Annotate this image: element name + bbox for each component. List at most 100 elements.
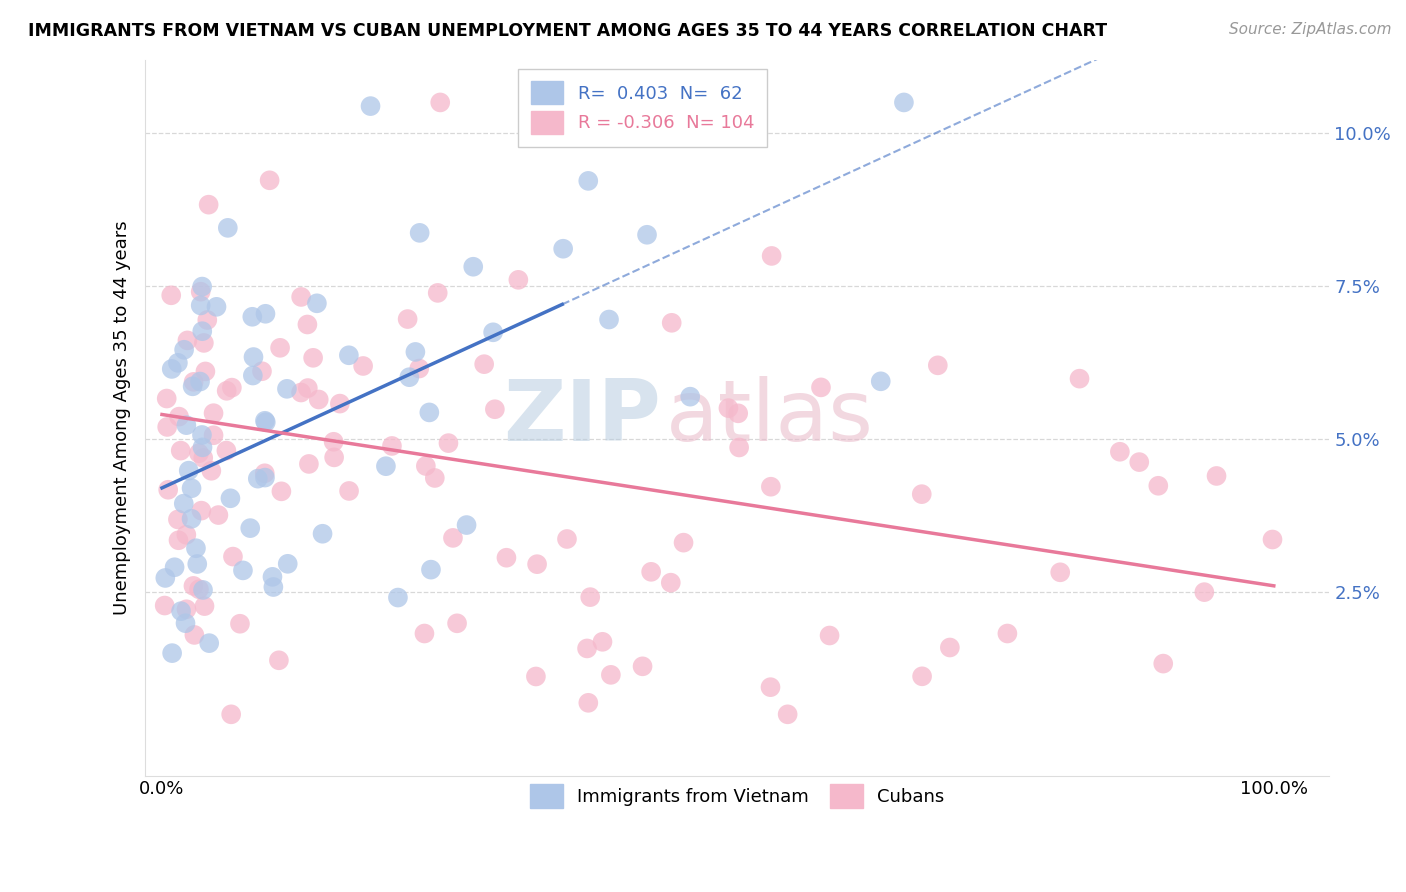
Point xyxy=(579,590,602,604)
Point xyxy=(181,379,204,393)
Point xyxy=(360,99,382,113)
Point xyxy=(727,406,749,420)
Point xyxy=(215,384,238,398)
Point xyxy=(1152,657,1174,671)
Point xyxy=(423,471,446,485)
Point xyxy=(187,446,209,460)
Point xyxy=(160,362,183,376)
Point xyxy=(290,385,312,400)
Point xyxy=(524,669,547,683)
Point xyxy=(337,483,360,498)
Point xyxy=(810,380,832,394)
Point xyxy=(728,441,751,455)
Point xyxy=(939,640,962,655)
Point xyxy=(290,290,312,304)
Point xyxy=(180,512,202,526)
Point xyxy=(195,313,218,327)
Point xyxy=(262,580,284,594)
Point xyxy=(276,382,298,396)
Point xyxy=(413,626,436,640)
Point xyxy=(253,467,276,481)
Point xyxy=(253,470,276,484)
Point xyxy=(155,571,177,585)
Point xyxy=(672,535,695,549)
Point xyxy=(269,341,291,355)
Point xyxy=(495,550,517,565)
Point xyxy=(163,560,186,574)
Point xyxy=(776,707,799,722)
Text: atlas: atlas xyxy=(666,376,875,459)
Point xyxy=(186,557,208,571)
Point xyxy=(759,480,782,494)
Point xyxy=(387,591,409,605)
Point xyxy=(305,296,328,310)
Point xyxy=(242,350,264,364)
Point xyxy=(262,570,284,584)
Point xyxy=(911,487,934,501)
Point xyxy=(631,659,654,673)
Point xyxy=(153,599,176,613)
Legend: Immigrants from Vietnam, Cubans: Immigrants from Vietnam, Cubans xyxy=(522,775,953,816)
Point xyxy=(717,401,740,416)
Point xyxy=(297,381,319,395)
Point xyxy=(426,285,449,300)
Point xyxy=(404,345,426,359)
Point xyxy=(398,370,420,384)
Point xyxy=(215,443,238,458)
Point xyxy=(194,364,217,378)
Point xyxy=(277,557,299,571)
Point xyxy=(415,458,437,473)
Point xyxy=(526,557,548,571)
Point xyxy=(176,418,198,433)
Point xyxy=(429,95,451,110)
Point xyxy=(176,527,198,541)
Point xyxy=(250,364,273,378)
Point xyxy=(759,680,782,694)
Point xyxy=(156,420,179,434)
Point xyxy=(191,428,214,442)
Point xyxy=(408,361,430,376)
Point xyxy=(1069,371,1091,385)
Point xyxy=(322,434,344,449)
Point xyxy=(239,521,262,535)
Point xyxy=(219,707,242,722)
Point xyxy=(183,375,205,389)
Point xyxy=(170,604,193,618)
Point xyxy=(1128,455,1150,469)
Point xyxy=(174,616,197,631)
Point xyxy=(679,390,702,404)
Point xyxy=(482,326,505,340)
Point xyxy=(1049,566,1071,580)
Point xyxy=(188,375,211,389)
Point xyxy=(463,260,485,274)
Point xyxy=(659,575,682,590)
Point xyxy=(176,602,198,616)
Point xyxy=(207,508,229,522)
Point xyxy=(190,503,212,517)
Point xyxy=(1205,469,1227,483)
Point xyxy=(191,279,214,293)
Point xyxy=(160,288,183,302)
Point xyxy=(246,472,269,486)
Point xyxy=(555,532,578,546)
Point xyxy=(995,626,1018,640)
Point xyxy=(190,285,212,299)
Point xyxy=(441,531,464,545)
Point xyxy=(205,300,228,314)
Point xyxy=(374,459,396,474)
Point xyxy=(599,668,621,682)
Point xyxy=(254,307,277,321)
Point xyxy=(200,464,222,478)
Point xyxy=(173,497,195,511)
Point xyxy=(927,359,949,373)
Point xyxy=(193,450,215,465)
Point xyxy=(329,396,352,410)
Point xyxy=(437,436,460,450)
Point xyxy=(576,696,599,710)
Point xyxy=(420,563,443,577)
Point xyxy=(157,483,180,497)
Point xyxy=(232,563,254,577)
Point xyxy=(170,443,193,458)
Point xyxy=(298,457,321,471)
Point xyxy=(869,374,891,388)
